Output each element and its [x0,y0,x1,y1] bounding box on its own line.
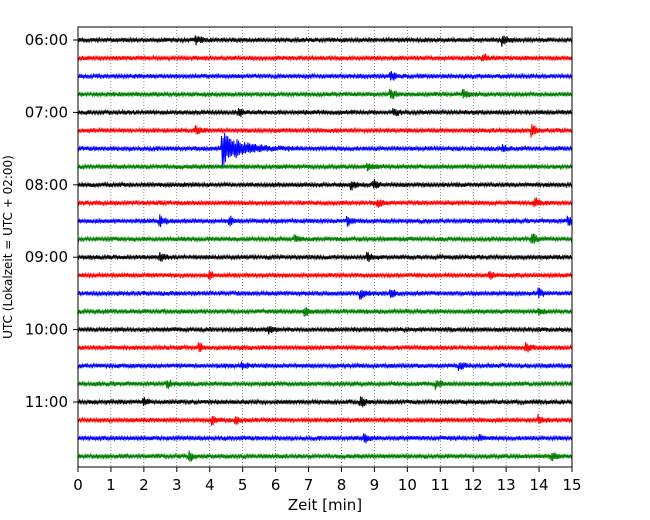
y-tick-label: 07:00 [25,103,68,121]
trace-line [77,132,573,167]
trace-line [77,123,573,138]
trace-line [77,53,573,62]
x-tick-label: 0 [73,476,83,494]
x-tick-label: 4 [205,476,215,494]
x-tick-label: 7 [304,476,314,494]
trace-line [77,197,573,208]
trace-line [77,379,573,390]
trace-line [77,214,573,227]
trace-line [77,433,573,444]
trace-line [77,70,573,81]
trace-line [77,450,573,462]
trace-line [77,162,573,172]
y-axis-ticks: 06:00 07:00 08:00 09:00 10:00 11:00 [25,31,78,411]
trace-line [77,270,573,281]
y-tick-label: 09:00 [25,248,68,266]
trace-line [77,342,573,353]
x-tick-label: 10 [398,476,417,494]
trace-line [77,107,573,118]
trace-line [77,307,573,317]
x-tick-label: 2 [139,476,149,494]
trace-line [77,233,573,244]
x-tick-label: 15 [562,476,581,494]
trace-line [77,251,573,263]
seismic-traces [77,35,573,462]
x-tick-label: 5 [238,476,248,494]
trace-line [77,396,573,408]
trace-line [77,287,573,300]
x-tick-label: 9 [370,476,380,494]
x-tick-label: 11 [431,476,450,494]
x-tick-label: 6 [271,476,281,494]
plot-frame [77,26,573,468]
x-tick-label: 13 [497,476,516,494]
x-axis-label: Zeit [min] [288,496,362,514]
x-tick-label: 3 [172,476,182,494]
trace-line [77,35,573,47]
y-tick-label: 08:00 [25,176,68,194]
y-axis-label: UTC (Lokalzeit = UTC + 02:00) [1,155,15,339]
x-tick-label: 1 [106,476,116,494]
trace-line [77,178,573,191]
trace-line [77,325,573,335]
y-tick-label: 06:00 [25,31,68,49]
x-tick-label: 12 [464,476,483,494]
grid-lines [110,27,540,467]
x-axis-ticks: 0 1 2 3 4 5 6 7 8 9 10 11 12 13 14 15 [73,467,582,494]
x-tick-label: 8 [337,476,347,494]
trace-line [77,361,573,371]
trace-line [77,88,573,100]
y-tick-label: 11:00 [25,393,68,411]
trace-line [77,413,573,426]
y-tick-label: 10:00 [25,321,68,339]
x-tick-label: 14 [530,476,549,494]
